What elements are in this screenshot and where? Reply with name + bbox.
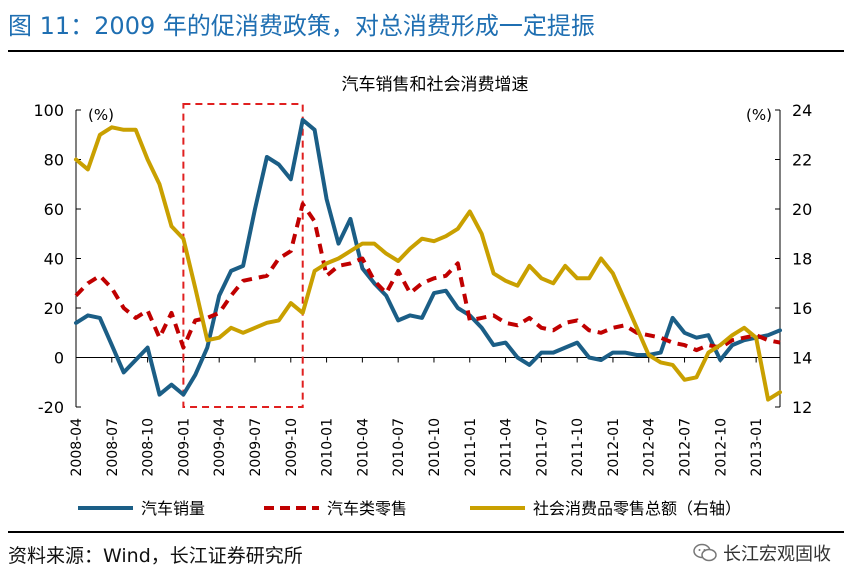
x-tick-label: 2008-07	[105, 418, 121, 477]
left-tick-label: 60	[44, 200, 64, 219]
x-tick-label: 2010-07	[391, 418, 407, 477]
x-tick-label: 2009-04	[212, 418, 228, 477]
x-tick-label: 2009-07	[248, 418, 264, 477]
x-tick-label: 2012-07	[678, 418, 694, 477]
source-note: 资料来源：Wind，长江证券研究所	[8, 545, 303, 567]
right-tick-label: 18	[792, 250, 812, 269]
series-line-1	[74, 117, 782, 397]
right-tick-label: 12	[792, 398, 812, 417]
chart-title: 汽车销售和社会消费增速	[342, 75, 529, 95]
x-tick-label: 2012-10	[713, 418, 729, 477]
left-tick-label: 40	[44, 250, 64, 269]
wechat-icon	[693, 543, 717, 562]
x-tick-label: 2011-10	[570, 418, 586, 477]
x-tick-label: 2008-10	[141, 418, 157, 477]
right-tick-label: 22	[792, 151, 812, 170]
x-tick-label: 2013-01	[749, 418, 765, 477]
bottom-rule	[8, 531, 844, 533]
figure-title: 图 11：2009 年的促消费政策，对总消费形成一定提振	[8, 12, 595, 40]
right-tick-label: 16	[792, 299, 812, 318]
x-tick-label: 2011-01	[463, 418, 479, 477]
left-tick-label: 100	[33, 101, 64, 120]
top-rule	[8, 50, 844, 52]
right-tick-label: 24	[792, 101, 812, 120]
x-tick-label: 2012-01	[606, 418, 622, 477]
x-tick-label: 2009-10	[284, 418, 300, 477]
series-line-3	[74, 125, 782, 402]
x-tick-label: 2010-10	[427, 418, 443, 477]
x-tick-label: 2012-04	[642, 418, 658, 477]
brand-mark: 长江宏观固收	[693, 540, 831, 566]
x-tick-label: 2008-04	[69, 418, 85, 477]
legend-label-2: 汽车类零售	[327, 499, 407, 518]
right-tick-label: 20	[792, 200, 812, 219]
line-chart: 汽车销售和社会消费增速 100 80 60 40 20 0 -20 24 22 20 18 16 14 1…	[33, 75, 812, 518]
highlight-box	[182, 103, 304, 408]
left-tick-label: 80	[44, 151, 64, 170]
left-unit-label: (%)	[88, 106, 114, 124]
right-tick-label: 14	[792, 349, 812, 368]
x-tick-label: 2011-04	[499, 418, 515, 477]
series-line-2	[74, 202, 781, 353]
left-tick-label: 0	[54, 349, 64, 368]
x-tick-label: 2010-04	[355, 418, 371, 477]
left-tick-label: 20	[44, 299, 64, 318]
right-unit-label: (%)	[746, 106, 772, 124]
legend-label-1: 汽车销量	[141, 499, 205, 518]
brand-name: 长江宏观固收	[723, 544, 831, 565]
x-tick-label: 2011-07	[534, 418, 550, 477]
left-tick-label: -20	[38, 398, 64, 417]
x-tick-label: 2009-01	[176, 418, 192, 477]
legend-label-3: 社会消费品零售总额（右轴）	[533, 499, 741, 518]
x-tick-label: 2010-01	[320, 418, 336, 477]
